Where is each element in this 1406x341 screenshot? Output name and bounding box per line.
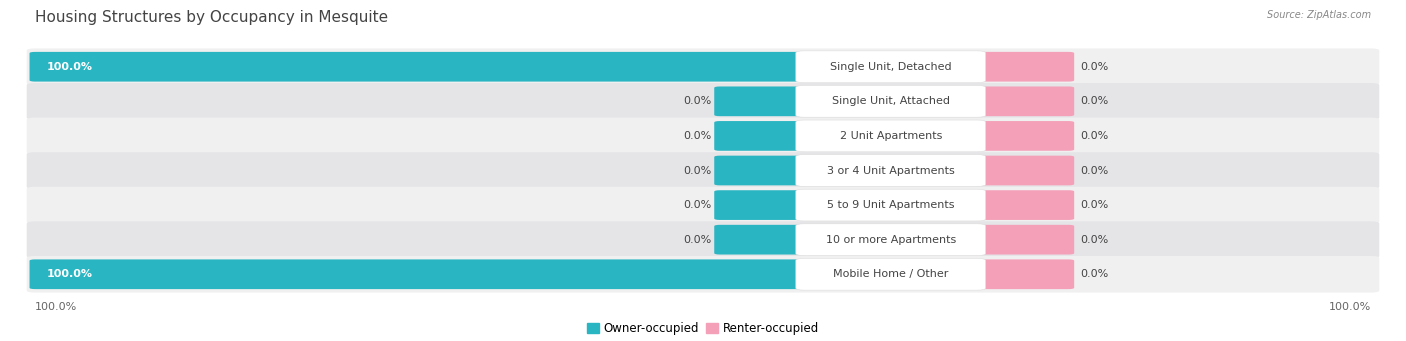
FancyBboxPatch shape: [796, 258, 986, 290]
Text: 0.0%: 0.0%: [1080, 200, 1108, 210]
FancyBboxPatch shape: [30, 260, 810, 289]
FancyBboxPatch shape: [27, 187, 1379, 223]
Text: Source: ZipAtlas.com: Source: ZipAtlas.com: [1267, 10, 1371, 20]
Text: 0.0%: 0.0%: [1080, 269, 1108, 279]
FancyBboxPatch shape: [796, 86, 986, 117]
Legend: Owner-occupied, Renter-occupied: Owner-occupied, Renter-occupied: [588, 322, 818, 335]
FancyBboxPatch shape: [714, 121, 810, 151]
FancyBboxPatch shape: [972, 155, 1074, 186]
FancyBboxPatch shape: [27, 152, 1379, 189]
FancyBboxPatch shape: [972, 190, 1074, 220]
Text: 3 or 4 Unit Apartments: 3 or 4 Unit Apartments: [827, 165, 955, 176]
Text: 100.0%: 100.0%: [35, 302, 77, 312]
FancyBboxPatch shape: [796, 224, 986, 255]
FancyBboxPatch shape: [30, 52, 810, 81]
Text: 0.0%: 0.0%: [683, 235, 711, 245]
Text: 0.0%: 0.0%: [1080, 131, 1108, 141]
FancyBboxPatch shape: [714, 225, 810, 254]
FancyBboxPatch shape: [27, 118, 1379, 154]
FancyBboxPatch shape: [972, 87, 1074, 116]
FancyBboxPatch shape: [796, 51, 986, 83]
Text: 10 or more Apartments: 10 or more Apartments: [825, 235, 956, 245]
Text: 0.0%: 0.0%: [1080, 165, 1108, 176]
FancyBboxPatch shape: [27, 48, 1379, 85]
Text: Single Unit, Detached: Single Unit, Detached: [830, 62, 952, 72]
Text: 0.0%: 0.0%: [683, 165, 711, 176]
FancyBboxPatch shape: [796, 120, 986, 152]
FancyBboxPatch shape: [714, 155, 810, 186]
FancyBboxPatch shape: [27, 83, 1379, 120]
FancyBboxPatch shape: [714, 190, 810, 220]
Text: Mobile Home / Other: Mobile Home / Other: [832, 269, 949, 279]
Text: 0.0%: 0.0%: [683, 131, 711, 141]
Text: Housing Structures by Occupancy in Mesquite: Housing Structures by Occupancy in Mesqu…: [35, 10, 388, 25]
FancyBboxPatch shape: [972, 52, 1074, 81]
Text: 5 to 9 Unit Apartments: 5 to 9 Unit Apartments: [827, 200, 955, 210]
Text: 100.0%: 100.0%: [1329, 302, 1371, 312]
FancyBboxPatch shape: [714, 87, 810, 116]
Text: 0.0%: 0.0%: [1080, 235, 1108, 245]
FancyBboxPatch shape: [27, 221, 1379, 258]
Text: 0.0%: 0.0%: [1080, 96, 1108, 106]
FancyBboxPatch shape: [972, 121, 1074, 151]
FancyBboxPatch shape: [796, 189, 986, 221]
FancyBboxPatch shape: [972, 260, 1074, 289]
FancyBboxPatch shape: [796, 154, 986, 187]
Text: 100.0%: 100.0%: [46, 62, 93, 72]
FancyBboxPatch shape: [972, 225, 1074, 254]
Text: 2 Unit Apartments: 2 Unit Apartments: [839, 131, 942, 141]
Text: 100.0%: 100.0%: [46, 269, 93, 279]
Text: Single Unit, Attached: Single Unit, Attached: [832, 96, 949, 106]
Text: 0.0%: 0.0%: [1080, 62, 1108, 72]
Text: 0.0%: 0.0%: [683, 96, 711, 106]
Text: 0.0%: 0.0%: [683, 200, 711, 210]
FancyBboxPatch shape: [27, 256, 1379, 293]
